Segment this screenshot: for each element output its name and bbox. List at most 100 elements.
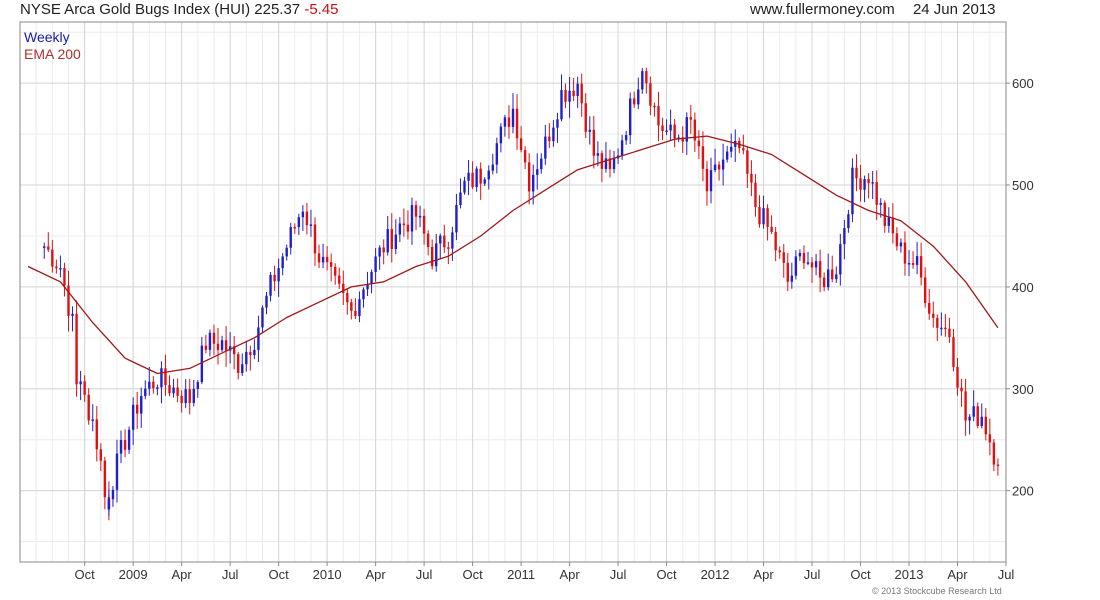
price-bar [63,268,66,286]
chart-title: NYSE Arca Gold Bugs Index (HUI) [20,1,251,18]
price-bar [988,434,992,443]
price-bar [709,170,713,192]
price-bar [224,340,228,351]
price-bar [822,277,826,288]
price-bar [624,135,628,141]
price-bar [75,340,78,364]
price-bar [721,159,725,170]
price-bar [216,343,220,350]
price-bar [160,368,163,388]
price-bar [730,146,733,152]
price-bar [863,179,866,190]
x-tick-label: Jul [610,567,627,582]
x-tick-label: Apr [753,567,774,582]
price-bar [277,268,280,282]
price-bar [556,119,559,128]
price-bar [540,158,543,170]
price-bar [333,266,337,276]
price-bar [99,449,103,461]
price-bar [487,170,490,180]
price-bar [418,215,422,218]
price-bar [919,256,923,278]
y-tick-label: 400 [1012,280,1034,295]
price-bar [338,275,341,284]
price-bar [673,124,676,139]
price-bar [628,98,632,136]
price-bar [705,168,709,192]
price-bar [144,388,147,397]
price-bar [168,385,171,394]
price-bar [612,158,616,170]
price-bar [83,381,86,395]
chart-date: 24 Jun 2013 [912,1,996,18]
x-tick-label: 2010 [313,567,342,582]
price-bar [774,231,777,251]
price-bar [810,262,814,268]
price-bar [996,464,1000,467]
price-bar [212,332,216,344]
price-bar [119,440,123,454]
price-bar [940,327,943,330]
price-bar [802,253,806,264]
price-bar [891,217,895,234]
price-bar [228,346,232,351]
price-bar [479,168,482,184]
price-bar [576,83,579,97]
price-bar [127,429,131,450]
price-bar [532,174,535,192]
price-bar [362,289,365,300]
price-bar [944,327,947,330]
x-tick-label: Oct [850,567,871,582]
price-bar [641,71,644,90]
price-bar [835,274,838,280]
price-bar [790,275,794,282]
price-bar [633,98,636,105]
price-bar [523,150,527,163]
price-bar [782,252,785,263]
x-tick-label: Apr [365,567,386,582]
price-bar [43,246,46,248]
x-tick-label: Oct [75,567,96,582]
price-bar [184,389,187,404]
price-bar [156,387,159,389]
plot-frame [19,21,1007,563]
price-bar [422,215,426,234]
price-bar [325,256,329,263]
price-bar [879,202,882,205]
source-line: www.fullermoney.com 24 Jun 2013 [750,1,996,18]
price-bar [645,71,648,84]
price-bar [992,442,996,465]
chart-title-line: NYSE Arca Gold Bugs Index (HUI) 225.37 -… [20,1,339,18]
price-bar [754,182,757,207]
price-bar [253,349,256,356]
price-bar [410,205,414,232]
price-bar [661,125,664,131]
price-bar [273,274,276,282]
price-bar [317,253,321,263]
price-bar [374,256,377,272]
price-bar [665,130,668,132]
price-bar [883,202,886,226]
price-bar [249,351,252,356]
price-bar [67,285,70,316]
price-bar [899,242,903,247]
price-bar [552,127,555,142]
price-bar [51,249,54,267]
price-bar [499,126,503,144]
price-bar [584,103,587,132]
price-bar [75,313,78,341]
price-bar [915,256,919,265]
y-tick-label: 200 [1012,484,1034,499]
price-bar [172,387,175,394]
price-bar [519,138,523,151]
price-bar [59,268,62,270]
price-bar [608,158,612,170]
price-bar [301,211,305,218]
y-tick-label: 300 [1012,382,1034,397]
price-bar [192,388,195,403]
price-bar [770,226,773,232]
price-bar [544,136,547,159]
price-bar [580,83,583,104]
price-bar [455,205,458,233]
price-bar [148,381,151,389]
